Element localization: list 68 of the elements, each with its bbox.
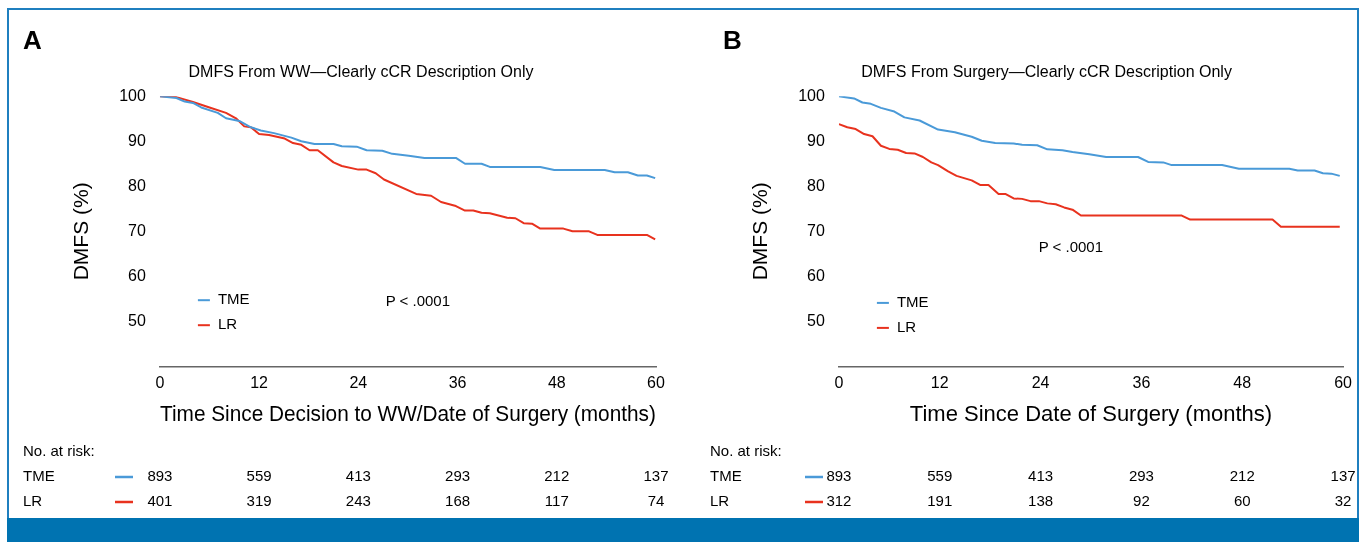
y-tick-label: 100 (798, 86, 825, 104)
text: 92 (1133, 492, 1150, 510)
text: B (723, 25, 742, 56)
text: 893 (147, 467, 173, 485)
text: 74 (647, 492, 665, 510)
text: 559 (927, 467, 953, 485)
x-tick-label: 0 (834, 374, 844, 392)
chart-title: DMFS From WW—Clearly cCR Description Only (188, 63, 534, 81)
text: 559 (246, 467, 272, 485)
x-axis-title: Time Since Decision to WW/Date of Surgery (months) (160, 401, 656, 426)
text: 138 (1028, 492, 1054, 510)
x-tick-label: 60 (1334, 374, 1353, 392)
text: No. at risk: (23, 442, 95, 460)
x-axis-title: Time Since Date of Surgery (months) (909, 400, 1273, 426)
text: 60 (1233, 492, 1251, 510)
y-tick-label: 70 (128, 221, 146, 239)
y-axis-title: DMFS (%) (69, 182, 93, 281)
y-tick-label: 50 (128, 311, 146, 329)
text: 243 (345, 492, 371, 510)
text: 893 (826, 467, 852, 485)
text: 137 (643, 467, 669, 485)
annotation: P < .0001 (1038, 237, 1104, 255)
text: 413 (1028, 467, 1054, 485)
y-tick-label: 90 (128, 131, 146, 149)
legend-label: LR (896, 318, 917, 336)
x-tick-label: 60 (647, 374, 665, 392)
x-tick-label: 24 (1031, 374, 1050, 392)
x-tick-label: 36 (448, 374, 467, 392)
legend-label: LR (217, 315, 238, 333)
y-tick-label: 90 (807, 131, 825, 149)
text: 401 (147, 492, 173, 510)
y-tick-label: 70 (807, 221, 825, 239)
legend-label: TME (217, 290, 250, 308)
text: 413 (345, 467, 371, 485)
x-tick-label: 12 (250, 374, 269, 392)
y-tick-label: 80 (807, 176, 825, 194)
x-tick-label: 12 (930, 374, 949, 392)
text: No. at risk: (710, 442, 782, 460)
y-tick-label: 100 (119, 86, 146, 104)
x-tick-label: 48 (1233, 374, 1252, 392)
text: 319 (246, 492, 272, 510)
text: 212 (544, 467, 570, 485)
y-tick-label: 60 (807, 266, 825, 284)
x-tick-label: 24 (349, 374, 368, 392)
y-tick-label: 80 (128, 176, 146, 194)
text: 293 (1128, 467, 1154, 485)
text: A (23, 25, 42, 56)
text: TME (23, 467, 55, 485)
text: 168 (445, 492, 471, 510)
y-axis-title: DMFS (%) (748, 182, 772, 281)
annotation: P < .0001 (385, 291, 451, 309)
text: LR (710, 492, 730, 510)
text: 293 (445, 467, 471, 485)
text: TME (710, 467, 742, 485)
text: 212 (1229, 467, 1255, 485)
y-tick-label: 60 (128, 266, 146, 284)
text: 117 (544, 492, 569, 510)
chart-title: DMFS From Surgery—Clearly cCR Description Only (861, 63, 1232, 81)
x-tick-label: 36 (1132, 374, 1151, 392)
x-tick-label: 48 (547, 374, 566, 392)
text: 32 (1334, 492, 1352, 510)
text: 137 (1330, 467, 1356, 485)
text: 312 (826, 492, 852, 510)
y-tick-label: 50 (807, 311, 825, 329)
text: LR (23, 492, 43, 510)
legend-label: TME (896, 293, 929, 311)
x-tick-label: 0 (155, 374, 165, 392)
text: 191 (927, 492, 953, 510)
